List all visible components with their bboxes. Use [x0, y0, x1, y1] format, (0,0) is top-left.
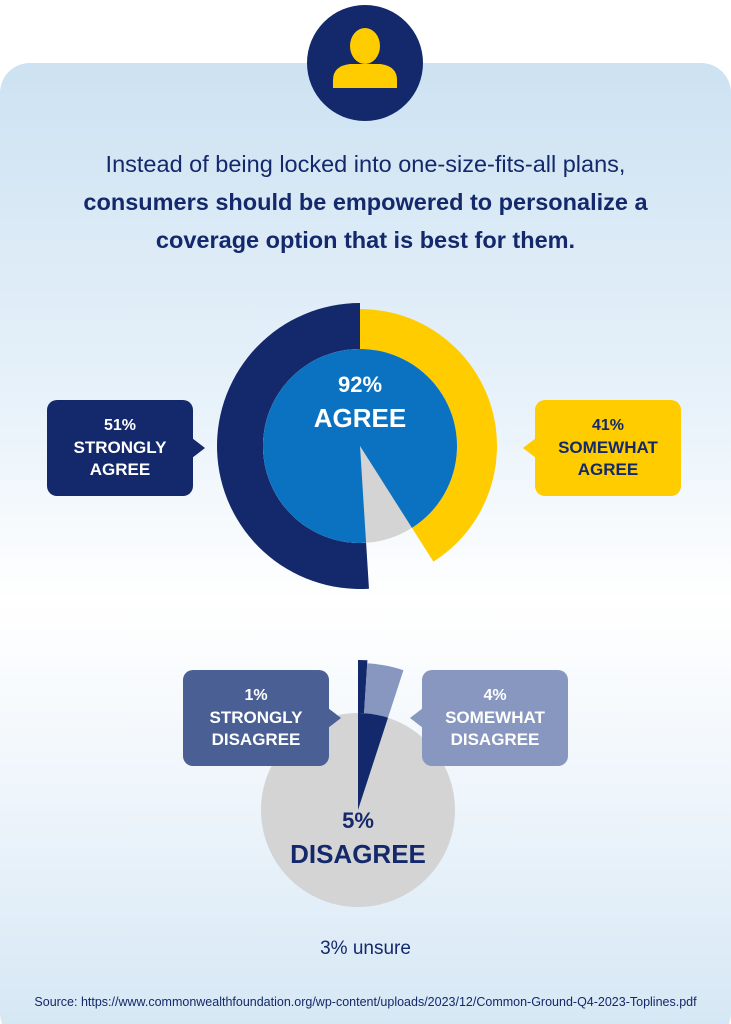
total-name: AGREE [314, 403, 406, 433]
callout-name: SOMEWHAT AGREE [558, 438, 658, 479]
total-label: 5% [342, 808, 374, 833]
callout-value: 51% [103, 417, 137, 434]
callout-value: 4% [483, 687, 507, 704]
segment [360, 309, 497, 562]
callout: 4% SOMEWHAT DISAGREE [422, 670, 568, 766]
total-segment [262, 349, 457, 543]
callout-value: 41% [591, 417, 625, 434]
total-segment [358, 713, 388, 810]
total-label: 92% [338, 372, 382, 397]
total-name: DISAGREE [290, 839, 426, 869]
source: Source: https://www.commonwealthfoundati… [34, 995, 697, 1009]
person-icon [333, 28, 397, 88]
segment [217, 303, 369, 589]
note: 3% unsure [320, 938, 411, 959]
headline-lead: Instead of being locked into one-size-fi… [105, 151, 626, 177]
callout-name: STRONGLY DISAGREE [209, 708, 303, 749]
callout: 1% STRONGLY DISAGREE [183, 670, 329, 766]
callout: 51% STRONGLY AGREE [47, 400, 193, 496]
callout-name: STRONGLY AGREE [73, 438, 167, 479]
headline-bold: consumers should be empowered to persona… [83, 189, 648, 253]
callout-pointer [328, 708, 341, 728]
headline: Instead of being locked into one-size-fi… [40, 145, 691, 259]
callout-pointer [410, 708, 423, 728]
callout-name: SOMEWHAT DISAGREE [445, 708, 545, 749]
callout-pointer [523, 438, 536, 458]
callout: 41% SOMEWHAT AGREE [535, 400, 681, 496]
callout-value: 1% [244, 687, 268, 704]
callout-pointer [192, 438, 205, 458]
